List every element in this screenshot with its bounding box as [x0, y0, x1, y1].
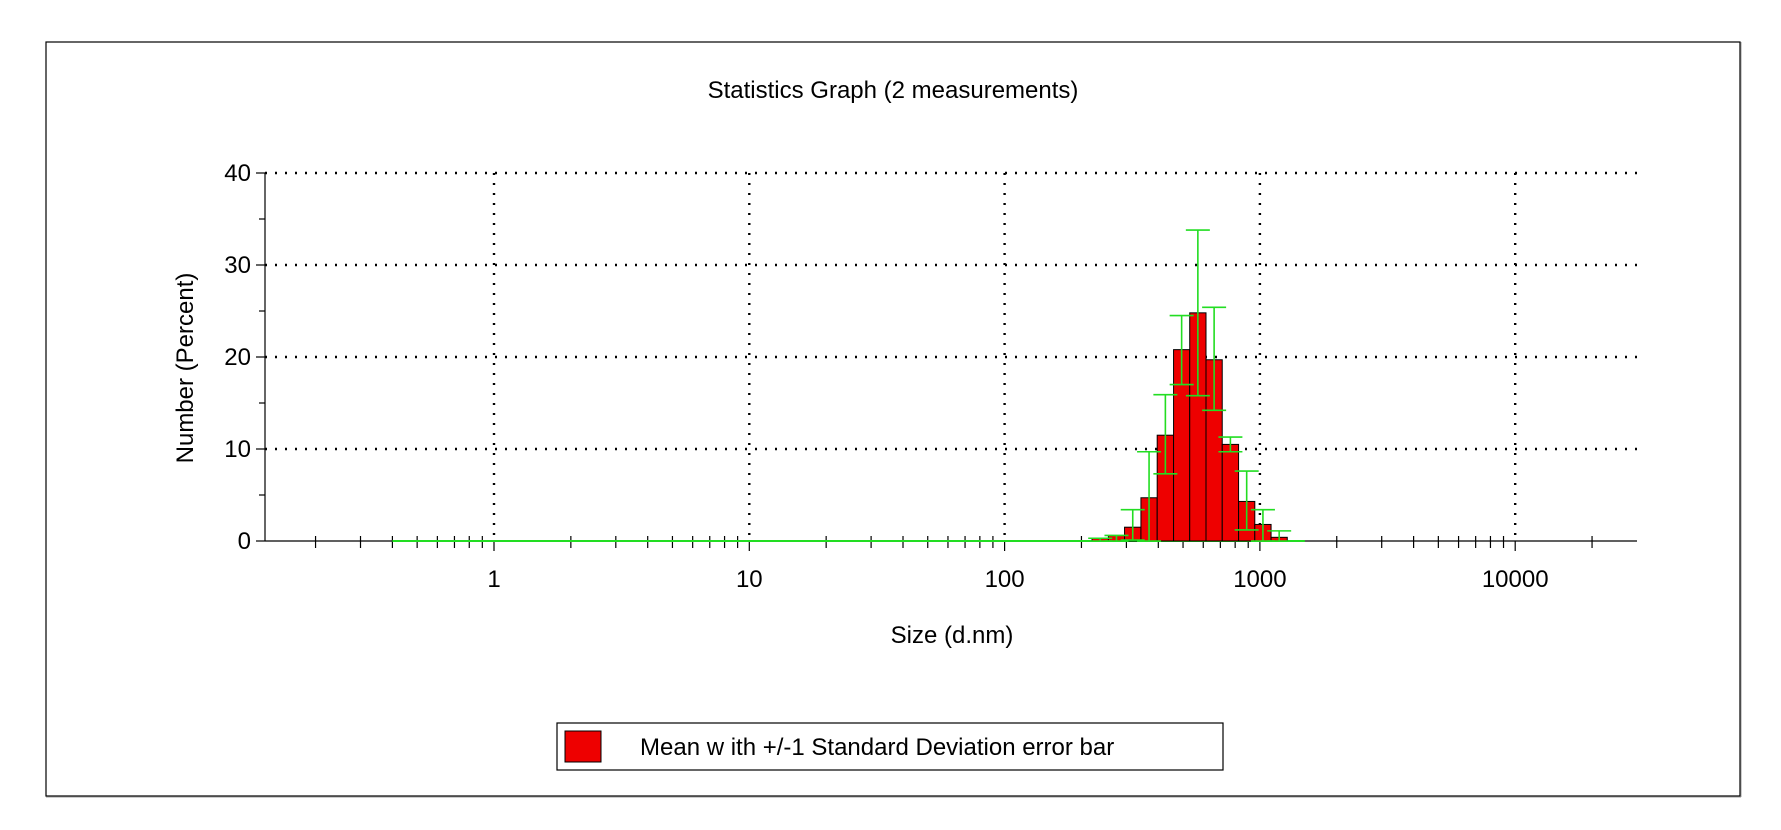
bar: [1221, 443, 1240, 542]
y-axis-label: Number (Percent): [172, 273, 199, 464]
x-tick-label: 10: [736, 566, 763, 593]
bars: [1091, 312, 1288, 542]
chart-panel: [45, 41, 1741, 797]
legend-swatch: [564, 730, 602, 763]
legend: Mean w ith +/-1 Standard Deviation error…: [556, 722, 1224, 771]
x-axis-label: Size (d.nm): [891, 622, 1014, 649]
y-tick-label: 0: [238, 528, 251, 555]
y-tick-label: 40: [224, 160, 251, 187]
error-bars: [1088, 229, 1292, 542]
y-tick-label: 30: [224, 252, 251, 279]
grid: [265, 171, 1637, 541]
x-tick-label: 10000: [1482, 566, 1549, 593]
x-tick-label: 100: [985, 566, 1025, 593]
x-tick-label: 1: [487, 566, 500, 593]
x-tick-label: 1000: [1233, 566, 1286, 593]
y-tick-label: 10: [224, 436, 251, 463]
legend-box: [556, 722, 1224, 771]
y-tick-label: 20: [224, 344, 251, 371]
legend-entry: Mean w ith +/-1 Standard Deviation error…: [640, 734, 1114, 761]
chart-title: Statistics Graph (2 measurements): [708, 77, 1079, 104]
